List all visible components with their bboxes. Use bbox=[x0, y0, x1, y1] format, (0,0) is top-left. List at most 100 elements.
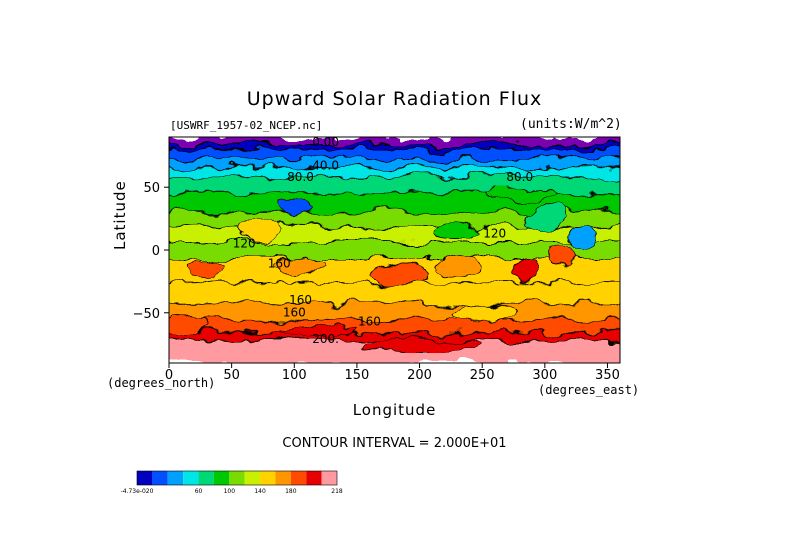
colorbar-tick-label: 100 bbox=[224, 488, 236, 495]
x-tick-label: 300 bbox=[532, 368, 557, 383]
latitude-band bbox=[169, 149, 620, 161]
latitude-band bbox=[169, 227, 620, 243]
latitude-band bbox=[169, 242, 620, 259]
units-label: (units:W/m^2) bbox=[520, 117, 622, 132]
colorbar-swatch bbox=[183, 471, 199, 485]
colorbar-swatch bbox=[198, 471, 214, 485]
colorbar-swatch bbox=[137, 471, 153, 485]
latitude-band bbox=[169, 212, 620, 228]
contour-line bbox=[169, 257, 620, 259]
contour-line bbox=[169, 211, 620, 213]
x-axis-title: Longitude bbox=[352, 401, 437, 419]
latitude-band bbox=[169, 332, 620, 341]
file-label: [USWRF_1957-02_NCEP.nc] bbox=[170, 119, 323, 132]
flux-region bbox=[550, 245, 577, 267]
y-axis-ticks: 50 0 −50 bbox=[133, 181, 169, 322]
latitude-band bbox=[169, 137, 620, 146]
contour-line bbox=[169, 159, 620, 161]
flux-region bbox=[450, 302, 514, 324]
contour-line bbox=[169, 319, 620, 321]
latitude-band bbox=[169, 282, 620, 304]
contour-label: 160 bbox=[289, 293, 312, 307]
y-axis-units: (degrees_north) bbox=[107, 376, 216, 390]
flux-region bbox=[434, 254, 481, 276]
contour-interval-label: CONTOUR INTERVAL = 2.000E+01 bbox=[282, 436, 507, 451]
flux-region bbox=[275, 255, 326, 275]
y-tick-label: 0 bbox=[152, 244, 160, 259]
x-axis-units: (degrees_east) bbox=[538, 383, 640, 397]
x-tick-label: 150 bbox=[345, 368, 370, 383]
colorbar-tick-label: 218 bbox=[331, 488, 343, 495]
colorbar-swatch bbox=[167, 471, 184, 485]
x-tick-label: 250 bbox=[470, 368, 495, 383]
contour-label: 80.0 bbox=[506, 170, 533, 184]
colorbar-swatch bbox=[260, 471, 276, 485]
flux-region bbox=[481, 185, 558, 202]
contour-label: 160 bbox=[283, 306, 306, 320]
contour-line bbox=[169, 302, 620, 304]
x-tick-label: 200 bbox=[407, 368, 432, 383]
latitude-band bbox=[169, 159, 620, 168]
x-tick-label: 0 bbox=[165, 368, 173, 383]
contour-label: 80.0 bbox=[287, 170, 314, 184]
flux-region bbox=[281, 326, 358, 338]
contour-line bbox=[169, 166, 620, 168]
flux-region bbox=[169, 314, 207, 336]
colorbar-swatch bbox=[275, 471, 291, 485]
colorbar-tick-label: 140 bbox=[254, 488, 266, 495]
flux-region bbox=[513, 255, 539, 282]
colorbar-tick-label: -4.73e-020 bbox=[121, 488, 154, 495]
latitude-band bbox=[169, 320, 620, 334]
x-tick-label: 100 bbox=[282, 368, 307, 383]
latitude-band bbox=[169, 167, 620, 178]
colorbar-tick-label: 180 bbox=[285, 488, 297, 495]
contour-label: 40.0 bbox=[312, 159, 339, 173]
x-tick-label: 350 bbox=[595, 368, 620, 383]
contour-line bbox=[169, 176, 620, 178]
latitude-band bbox=[169, 302, 620, 321]
flux-region bbox=[278, 198, 310, 214]
contour-label: 120 bbox=[233, 236, 256, 250]
contour-line bbox=[169, 241, 620, 243]
flux-region bbox=[525, 205, 565, 232]
latitude-band bbox=[169, 177, 620, 193]
contour-label: 0.00 bbox=[312, 135, 339, 149]
x-tick-label: 50 bbox=[223, 368, 240, 383]
colorbar-swatch bbox=[244, 471, 261, 485]
colorbar: -4.73e-020 60 100 140 180 218 bbox=[121, 470, 343, 495]
colorbar-swatch bbox=[213, 471, 230, 485]
contour-label: 160 bbox=[358, 314, 381, 328]
flux-features bbox=[169, 185, 598, 354]
latitude-band bbox=[169, 144, 620, 151]
contour-line bbox=[169, 332, 620, 334]
flux-region bbox=[236, 220, 278, 242]
flux-field bbox=[169, 137, 620, 363]
flux-region bbox=[566, 226, 598, 248]
contour-label: 200. bbox=[312, 332, 339, 346]
contour-line bbox=[169, 191, 620, 193]
contour-line bbox=[169, 149, 620, 151]
flux-region bbox=[188, 258, 225, 280]
latitude-band bbox=[169, 192, 620, 213]
y-axis-title: Latitude bbox=[111, 180, 129, 250]
y-tick-label: 50 bbox=[143, 181, 160, 196]
contour-label: 160 bbox=[268, 257, 291, 271]
flux-region bbox=[434, 223, 481, 240]
y-tick-label: −50 bbox=[133, 307, 160, 322]
chart-title: Upward Solar Radiation Flux bbox=[246, 88, 543, 110]
colorbar-swatch bbox=[321, 471, 337, 485]
colorbar-swatch bbox=[229, 471, 245, 485]
contour-label: 120 bbox=[483, 226, 506, 240]
flux-region bbox=[372, 263, 429, 287]
colorbar-frame bbox=[136, 470, 338, 486]
colorbar-swatch bbox=[290, 471, 307, 485]
x-axis-ticks: 0 50 100 150 200 250 300 350 bbox=[165, 363, 620, 383]
flux-region bbox=[362, 337, 477, 354]
colorbar-swatch bbox=[152, 471, 168, 485]
colorbar-tick-label: 60 bbox=[195, 488, 203, 495]
colorbar-swatch bbox=[306, 471, 322, 485]
contour-line bbox=[169, 226, 620, 228]
contour-line bbox=[169, 144, 620, 146]
